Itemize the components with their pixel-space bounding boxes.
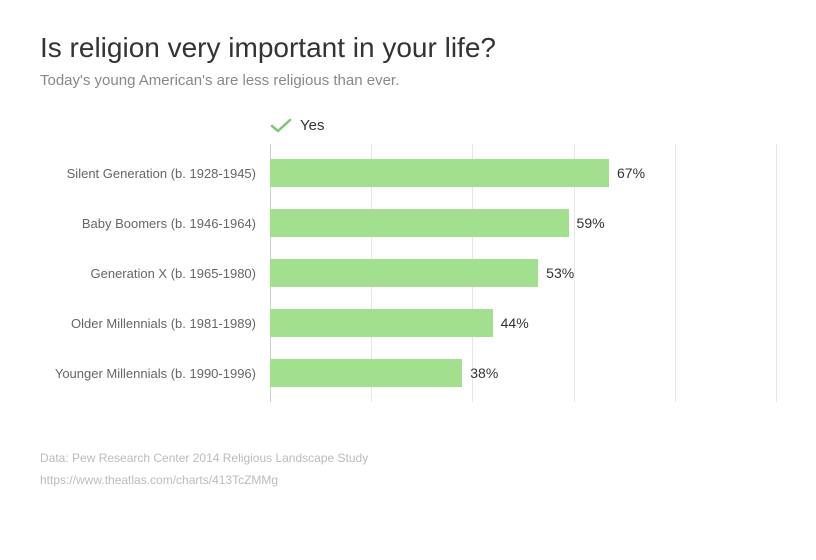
chart-title: Is religion very important in your life? — [40, 32, 776, 64]
category-label: Younger Millennials (b. 1990-1996) — [40, 366, 270, 381]
chart-container: Is religion very important in your life?… — [0, 0, 816, 511]
value-label: 38% — [470, 365, 498, 381]
chart-row: Baby Boomers (b. 1946-1964)59% — [40, 198, 776, 248]
chart-subtitle: Today's young American's are less religi… — [40, 72, 776, 89]
bar-area: 59% — [270, 198, 776, 248]
category-label: Silent Generation (b. 1928-1945) — [40, 166, 270, 181]
chart-row: Generation X (b. 1965-1980)53% — [40, 248, 776, 298]
category-label: Baby Boomers (b. 1946-1964) — [40, 216, 270, 231]
footer-source: Data: Pew Research Center 2014 Religious… — [40, 448, 776, 470]
bar-area: 67% — [270, 148, 776, 198]
chart-legend: Yes — [270, 117, 776, 134]
bar-area: 38% — [270, 348, 776, 398]
bar: 44% — [270, 309, 493, 337]
value-label: 53% — [546, 265, 574, 281]
value-label: 44% — [501, 315, 529, 331]
chart-row: Silent Generation (b. 1928-1945)67% — [40, 148, 776, 198]
bar: 67% — [270, 159, 609, 187]
bar: 38% — [270, 359, 462, 387]
category-label: Generation X (b. 1965-1980) — [40, 266, 270, 281]
bar: 53% — [270, 259, 538, 287]
chart-row: Older Millennials (b. 1981-1989)44% — [40, 298, 776, 348]
bar-area: 53% — [270, 248, 776, 298]
gridline — [776, 144, 777, 402]
value-label: 59% — [577, 215, 605, 231]
bar-chart: Silent Generation (b. 1928-1945)67%Baby … — [40, 148, 776, 398]
check-icon — [270, 118, 292, 134]
value-label: 67% — [617, 165, 645, 181]
footer-url: https://www.theatlas.com/charts/413TcZMM… — [40, 470, 776, 492]
category-label: Older Millennials (b. 1981-1989) — [40, 316, 270, 331]
bar: 59% — [270, 209, 569, 237]
bar-area: 44% — [270, 298, 776, 348]
chart-row: Younger Millennials (b. 1990-1996)38% — [40, 348, 776, 398]
legend-label: Yes — [300, 117, 324, 134]
chart-footer: Data: Pew Research Center 2014 Religious… — [40, 448, 776, 491]
